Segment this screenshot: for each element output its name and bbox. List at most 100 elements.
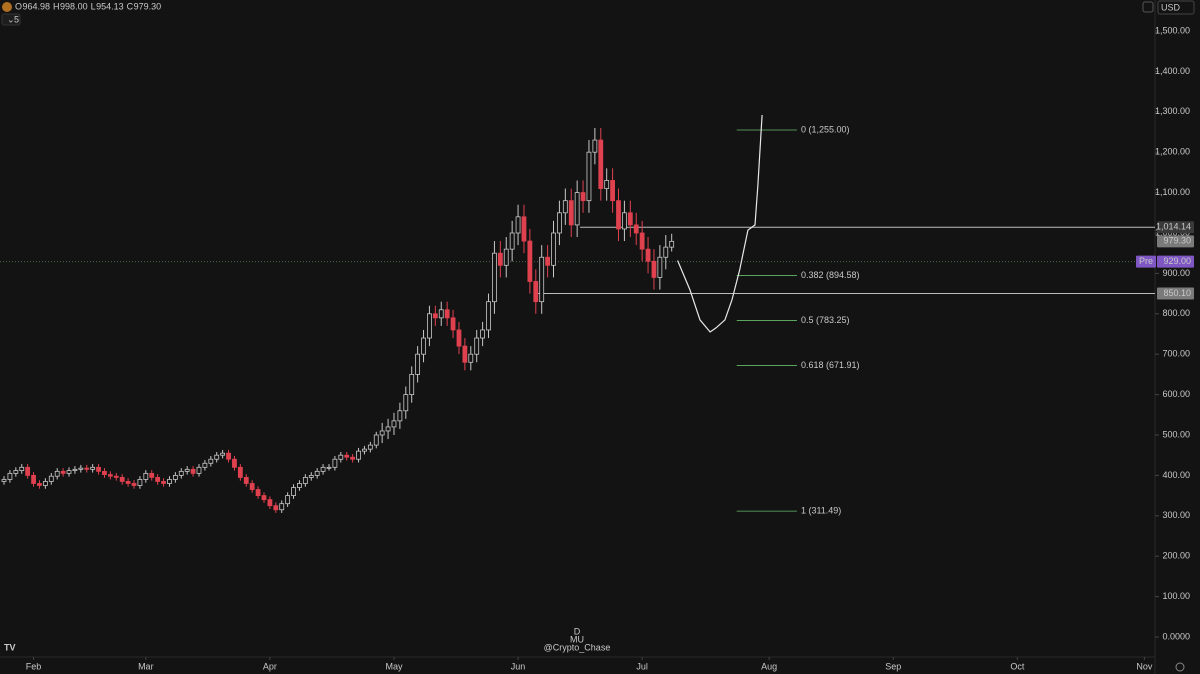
candle-body <box>131 483 137 486</box>
ohlc-key: H <box>53 1 60 11</box>
candle-body <box>580 192 586 202</box>
candle-body <box>172 474 178 480</box>
y-tick-label: 600.00 <box>1162 389 1190 399</box>
candle-body <box>196 466 202 474</box>
candle-body <box>273 505 279 511</box>
x-tick-label: May <box>385 661 403 671</box>
candle-body <box>279 503 285 511</box>
y-tick-label: 100.00 <box>1162 591 1190 601</box>
candle-body <box>527 240 533 282</box>
premarket-badge <box>1136 255 1156 268</box>
candle-body <box>397 410 403 422</box>
candle-body <box>243 477 249 484</box>
y-tick-label: 700.00 <box>1162 349 1190 359</box>
candle-body <box>379 430 385 436</box>
candle-body <box>202 462 208 468</box>
x-tick-label: Feb <box>26 661 42 671</box>
candle-body <box>297 483 302 488</box>
currency-box[interactable] <box>1157 0 1195 15</box>
candle-body <box>285 495 291 505</box>
ohlc-value: 954.13 <box>96 1 124 11</box>
y-tick-label: 0.0000 <box>1162 631 1190 641</box>
candle-body <box>669 240 675 248</box>
candle-body <box>255 489 261 496</box>
candle-body <box>232 458 237 468</box>
candle-body <box>403 394 409 412</box>
fib-label: 0.5 (783.25) <box>801 315 850 325</box>
candle-body <box>78 467 84 470</box>
candle-body <box>214 454 220 460</box>
candle-body <box>610 180 615 202</box>
candle-body <box>444 309 450 319</box>
candle-body <box>332 458 338 468</box>
candle-body <box>102 470 107 475</box>
candle-body <box>119 477 125 482</box>
candle-body <box>545 256 551 266</box>
settings-button[interactable] <box>1175 662 1185 672</box>
candle-body <box>237 466 243 478</box>
x-tick-label: Aug <box>761 661 777 671</box>
x-tick-label: Jun <box>511 661 526 671</box>
price-tag-label: 1,014.14 <box>1156 222 1191 232</box>
candle-body <box>184 468 190 472</box>
price-tag-label: 850.10 <box>1163 288 1191 298</box>
x-tick-label: Sep <box>885 661 901 671</box>
candle-body <box>539 256 545 303</box>
candle-body <box>521 216 527 242</box>
y-tick-label: 1,300.00 <box>1155 106 1190 116</box>
candle-body <box>226 452 231 460</box>
candle-body <box>362 448 367 452</box>
candle-body <box>13 470 19 474</box>
y-tick-label: 200.00 <box>1162 551 1190 561</box>
y-tick-label: 400.00 <box>1162 470 1190 480</box>
candle-body <box>320 466 326 472</box>
candle-body <box>586 151 592 202</box>
ohlc-value: 964.98 <box>23 1 51 11</box>
y-tick-label: 1,100.00 <box>1155 187 1190 197</box>
candle-body <box>261 495 267 501</box>
candle-body <box>385 426 391 432</box>
candle-body <box>645 248 651 262</box>
candle-body <box>480 329 486 339</box>
candle-body <box>149 472 155 478</box>
candle-body <box>432 313 438 319</box>
y-tick-label: 900.00 <box>1162 268 1190 278</box>
symbol-logo[interactable] <box>2 2 12 12</box>
premarket-tag <box>1157 255 1194 268</box>
candle-body <box>421 337 426 355</box>
candle-body <box>344 454 350 458</box>
candle-body <box>409 373 415 395</box>
candle-body <box>66 470 72 474</box>
candle-body <box>367 444 373 450</box>
currency: USD <box>1161 2 1181 12</box>
candle-body <box>338 454 344 460</box>
candle-body <box>450 317 456 331</box>
candle-body <box>391 420 397 428</box>
x-tick-label: Jul <box>636 661 648 671</box>
tv-logo[interactable]: TV <box>4 642 16 652</box>
candle-body <box>627 212 633 226</box>
y-tick-label: 300.00 <box>1162 510 1190 520</box>
candle-body <box>568 200 574 226</box>
candle-body <box>427 313 432 339</box>
candle-body <box>178 470 184 476</box>
y-tick-label: 1,400.00 <box>1155 66 1190 76</box>
lock-button[interactable] <box>1142 1 1154 13</box>
candle-body <box>616 200 621 230</box>
price-tag <box>1157 287 1194 300</box>
candle-body <box>639 232 645 250</box>
candle-body <box>48 475 54 482</box>
y-tick-label: 500.00 <box>1162 429 1190 439</box>
candle-body <box>468 353 474 363</box>
candle-body <box>190 468 196 474</box>
candle-body <box>267 499 273 507</box>
fib-label: 0 (1,255.00) <box>801 124 850 134</box>
candle-body <box>96 466 101 472</box>
candle-body <box>663 246 669 258</box>
indicator-toggle[interactable] <box>1 13 21 26</box>
y-tick-label: 800.00 <box>1162 308 1190 318</box>
watermark-symbol: MU <box>570 634 584 644</box>
candle-body <box>515 216 521 234</box>
candle-body <box>551 232 556 266</box>
